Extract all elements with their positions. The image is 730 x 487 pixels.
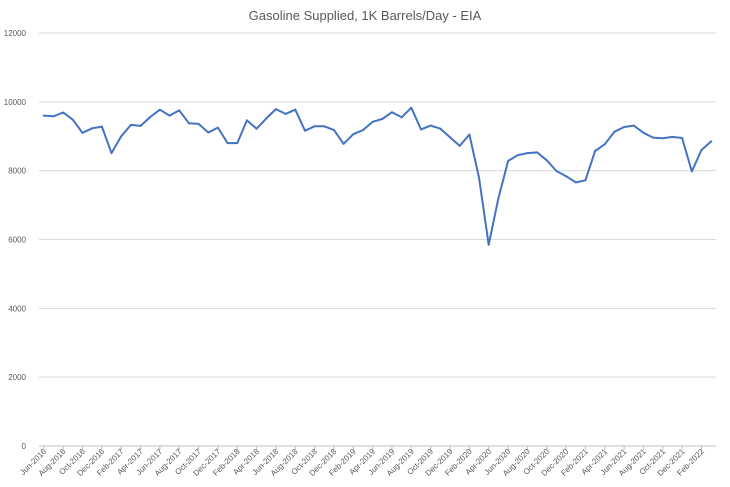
data-point — [342, 142, 345, 145]
data-point — [236, 142, 239, 145]
data-point — [91, 127, 94, 130]
data-point — [478, 176, 480, 179]
data-point — [439, 127, 442, 130]
data-point — [255, 127, 258, 130]
y-tick-label: 0 — [22, 442, 27, 451]
data-point — [197, 122, 200, 125]
data-point — [642, 131, 645, 134]
data-point — [516, 154, 519, 157]
data-point — [661, 137, 664, 140]
data-point — [81, 131, 84, 134]
series-line — [42, 106, 713, 246]
data-point — [381, 118, 384, 120]
data-point — [545, 159, 548, 162]
data-point — [613, 130, 616, 133]
gridlines — [39, 32, 716, 378]
data-point — [584, 179, 587, 182]
data-point — [690, 170, 693, 173]
data-point — [216, 126, 219, 129]
data-point — [487, 243, 490, 246]
data-point — [710, 140, 713, 143]
data-point — [100, 125, 103, 128]
data-point — [362, 129, 364, 132]
data-point — [120, 135, 123, 138]
data-point — [507, 160, 510, 162]
data-point — [323, 125, 326, 128]
data-point — [226, 142, 229, 145]
data-point — [265, 117, 268, 120]
y-tick-label: 12000 — [4, 29, 27, 38]
data-point — [168, 114, 171, 117]
data-point — [594, 150, 597, 152]
data-point — [333, 129, 335, 132]
y-tick-label: 10000 — [4, 98, 27, 107]
data-point — [681, 137, 684, 139]
data-point — [149, 116, 152, 118]
data-point — [700, 149, 703, 151]
data-point — [468, 133, 471, 136]
data-point — [62, 111, 65, 114]
data-point — [313, 125, 316, 128]
data-point — [623, 126, 626, 128]
data-point — [42, 114, 45, 117]
data-point — [110, 152, 113, 155]
data-point — [304, 129, 306, 132]
data-point — [274, 108, 277, 111]
data-point — [294, 108, 297, 111]
x-axis-ticks: Jun-2016Aug-2016Oct-2016Dec-2016Feb-2017… — [18, 446, 706, 478]
data-point — [603, 143, 606, 146]
data-point — [410, 106, 413, 109]
data-point — [632, 124, 635, 127]
data-point — [52, 115, 55, 118]
data-point — [420, 128, 422, 131]
data-point — [458, 144, 461, 147]
data-point — [391, 111, 393, 114]
data-point — [497, 197, 500, 200]
data-point — [449, 136, 451, 139]
data-point — [555, 170, 558, 172]
data-point — [284, 112, 287, 115]
y-tick-label: 6000 — [8, 236, 26, 245]
data-point — [671, 135, 674, 138]
data-point — [245, 119, 248, 122]
data-point — [565, 175, 568, 178]
data-point — [429, 124, 432, 127]
y-tick-label: 8000 — [8, 167, 26, 176]
y-tick-label: 2000 — [8, 373, 26, 382]
data-point — [652, 136, 655, 139]
chart-title: Gasoline Supplied, 1K Barrels/Day - EIA — [248, 8, 482, 23]
data-point — [207, 131, 210, 134]
data-point — [158, 108, 161, 111]
data-point — [536, 151, 539, 154]
data-point — [71, 118, 74, 121]
data-point — [129, 123, 132, 126]
data-point — [352, 133, 355, 136]
y-tick-label: 4000 — [8, 304, 26, 313]
data-point — [526, 152, 529, 155]
data-point — [574, 181, 577, 184]
data-point — [139, 124, 142, 127]
data-point — [371, 120, 374, 123]
y-axis-ticks: 0 2000 4000 6000 8000 10000 12000 — [4, 29, 27, 451]
data-point — [178, 109, 181, 112]
data-points — [42, 106, 713, 246]
data-point — [400, 116, 403, 119]
data-point — [187, 122, 190, 125]
